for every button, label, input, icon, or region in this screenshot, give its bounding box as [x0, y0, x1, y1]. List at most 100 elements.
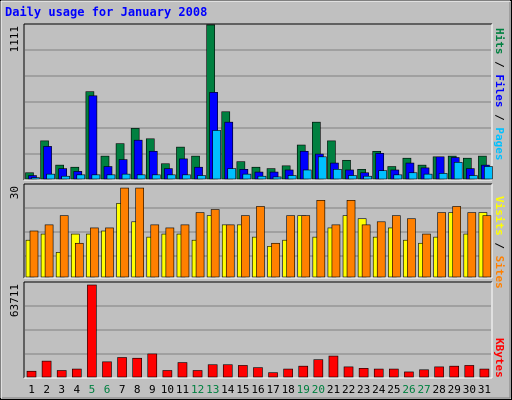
kbytes-bar: [328, 355, 339, 378]
kbytes-bar: [87, 284, 97, 378]
pages-bar: [136, 174, 146, 180]
x-tick-label: 30: [463, 383, 476, 396]
sites-bar: [29, 230, 39, 278]
pages-bar: [469, 175, 478, 180]
x-tick-label: 7: [119, 383, 126, 396]
pages-bar: [302, 169, 312, 180]
x-tick-label: 21: [327, 383, 340, 396]
x-tick-label: 25: [387, 383, 400, 396]
x-tick-label: 14: [221, 383, 235, 396]
pages-bar: [61, 175, 70, 180]
sites-bar: [256, 206, 265, 278]
pages-bar: [121, 173, 131, 180]
sites-bar: [392, 215, 401, 278]
sites-bar: [90, 227, 99, 278]
pages-bar: [182, 174, 191, 180]
label-hits: Hits: [493, 28, 506, 55]
side-label: Hits / Files / Pages: [493, 28, 506, 161]
sites-bar: [74, 242, 84, 278]
label-sep: /: [493, 108, 506, 128]
side-label: KBytes: [493, 338, 506, 378]
kbytes-bar: [404, 371, 414, 378]
kbytes-bar: [147, 353, 158, 378]
pages-bar: [484, 166, 493, 180]
kbytes-bar: [419, 369, 429, 378]
sites-bar: [195, 212, 205, 278]
kbytes-bar: [358, 368, 369, 378]
sites-bar: [361, 224, 371, 278]
kbytes-bar: [343, 366, 354, 378]
bars: [25, 24, 493, 378]
x-tick-label: 18: [282, 383, 295, 396]
label-sites: Sites: [493, 256, 506, 289]
pages-bar: [378, 170, 388, 180]
x-tick-label: 23: [357, 383, 370, 396]
x-tick-label: 11: [176, 383, 189, 396]
kbytes-bar: [102, 361, 112, 378]
sites-bar: [271, 242, 280, 278]
pages-bar: [333, 168, 342, 180]
sites-bar: [376, 221, 386, 278]
kbytes-bar: [298, 365, 309, 378]
label-kbytes: KBytes: [493, 338, 506, 378]
kbytes-bar: [238, 365, 248, 378]
y-max-label: 63711: [8, 284, 21, 317]
x-tick-label: 12: [191, 383, 204, 396]
label-visits: Visits: [493, 196, 506, 236]
x-tick-label: 2: [43, 383, 50, 396]
x-tick-label: 17: [266, 383, 279, 396]
kbytes-bar: [389, 368, 399, 378]
sites-bar: [44, 224, 54, 278]
x-tick-labels: 1 2 3 4 5 6 7 8 9 10 11 12 13 14 15 16 17 18 19 20 21 22 23 24 2…: [28, 383, 491, 396]
sites-bar: [301, 215, 311, 278]
sites-bar: [180, 224, 190, 278]
kbytes-bar: [373, 368, 384, 378]
sites-bar: [286, 215, 295, 278]
x-tick-label: 1: [28, 383, 35, 396]
x-tick-label: 27: [417, 383, 430, 396]
kbytes-bar: [313, 359, 324, 378]
sites-bar: [437, 212, 446, 278]
x-tick-label: 3: [58, 383, 65, 396]
x-tick-label: 20: [312, 383, 325, 396]
kbytes-bar: [177, 362, 188, 378]
label-files: Files: [493, 74, 506, 107]
chart-title: Daily usage for January 2008: [5, 5, 207, 19]
x-tick-label: 5: [89, 383, 96, 396]
pages-bar: [151, 174, 161, 180]
pages-bar: [287, 175, 297, 180]
x-tick-label: 6: [104, 383, 111, 396]
kbytes-bar: [132, 357, 142, 378]
files-bar: [88, 95, 98, 180]
pages-bar: [363, 175, 372, 180]
pages-bar: [348, 175, 357, 180]
sites-bar: [316, 200, 326, 278]
label-pages: Pages: [493, 127, 506, 160]
pages-bar: [31, 177, 40, 180]
x-tick-label: 19: [297, 383, 310, 396]
pages-bar: [91, 174, 101, 180]
x-tick-label: 16: [251, 383, 264, 396]
pages-bar: [408, 172, 418, 180]
pages-bar: [227, 168, 237, 180]
pages-bar: [242, 173, 252, 180]
pages-bar: [212, 130, 221, 180]
x-tick-label: 13: [206, 383, 219, 396]
x-tick-label: 26: [402, 383, 415, 396]
x-tick-label: 10: [161, 383, 174, 396]
kbytes-bar: [56, 370, 67, 378]
x-tick-label: 24: [372, 383, 386, 396]
y-max-labels: 1111 30 63711: [8, 26, 21, 317]
kbytes-bar: [222, 364, 233, 378]
y-max-label: 30: [8, 186, 21, 199]
pages-bar: [272, 176, 282, 180]
kbytes-bar: [449, 365, 460, 378]
sites-bar: [331, 224, 341, 278]
side-label: Visits / Sites: [493, 196, 506, 289]
kbytes-bar: [71, 368, 82, 378]
kbytes-bar: [192, 370, 203, 378]
kbytes-bar: [26, 370, 37, 378]
side-labels: Hits / Files / Pages Visits / Sites KBytes: [493, 28, 506, 378]
kbytes-bar: [268, 372, 278, 378]
